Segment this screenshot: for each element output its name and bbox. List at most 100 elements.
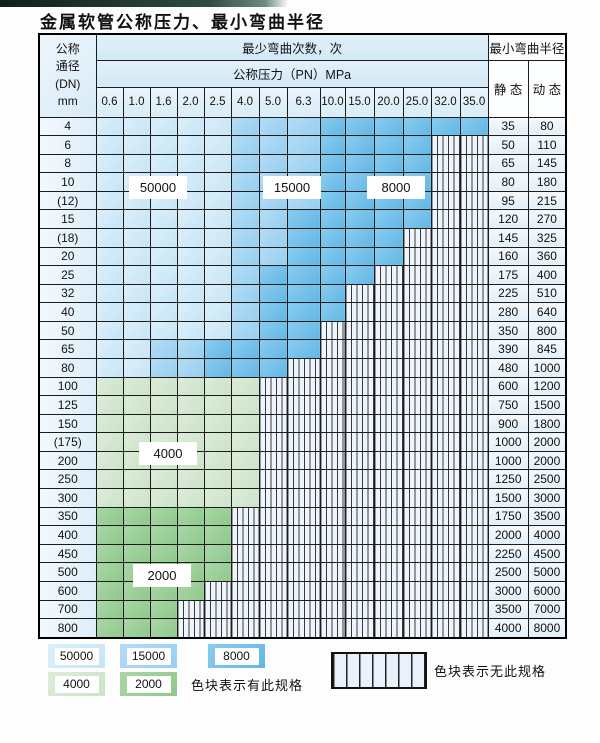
table-row: 40 280 640 [38,302,567,322]
spec-cell [122,320,151,341]
dn-cell: 50 [38,320,97,341]
no-spec-cell [230,506,260,527]
no-spec-cell [344,432,375,452]
table-row: 500 2500 5000 [38,562,567,582]
spec-cell [149,413,178,434]
no-spec-cell [402,246,432,267]
spec-cell [176,358,205,378]
table-row: 350 1750 3500 [38,506,567,527]
dynamic-radius-cell: 4500 [527,543,567,564]
spec-cell [176,265,205,285]
spec-cell [95,116,124,137]
no-spec-cell [258,450,288,471]
no-spec-cell [258,376,288,397]
static-radius-cell: 65 [487,153,529,174]
static-radius-cell: 160 [487,246,529,267]
static-radius-cell: 175 [487,265,529,285]
spec-cell [230,227,260,248]
no-spec-cell [402,469,432,490]
no-spec-cell [430,135,461,155]
no-spec-cell [430,543,461,564]
no-spec-cell [459,153,489,174]
static-radius-cell: 1500 [487,488,529,508]
spec-cell [230,265,260,285]
spec-cell [286,283,321,304]
pressure-col-header: 35.0 [459,86,489,118]
dn-cell: 65 [38,339,97,360]
table-row: 20 160 360 [38,246,567,267]
spec-cell [203,413,232,434]
spec-cell [122,209,151,229]
no-spec-legend-text: 色块表示无此规格 [434,664,547,679]
no-spec-cell [459,506,489,527]
spec-cell [319,246,346,267]
spec-cell [286,209,321,229]
static-radius-cell: 480 [487,358,529,378]
no-spec-cell [344,320,375,341]
no-spec-cell [430,246,461,267]
pressure-col-header: 5.0 [258,86,288,118]
spec-cell [286,339,321,360]
dn-cell: 20 [38,246,97,267]
spec-cell [344,190,375,211]
no-spec-cell [258,562,288,582]
spec-cell [258,209,288,229]
legend-swatch-value: 4000 [54,675,99,693]
spec-cell [176,116,205,137]
no-spec-cell [402,506,432,527]
no-spec-cell [344,506,375,527]
spec-cell [230,283,260,304]
dynamic-radius-cell: 2500 [527,469,567,490]
spec-cell [344,265,375,285]
pressure-col-header: 1.6 [149,86,178,118]
dynamic-radius-cell: 2000 [527,450,567,471]
no-spec-cell [402,302,432,322]
pressure-col-header: 25.0 [402,86,432,118]
bend-cycles-header: 最少弯曲次数，次 [95,33,489,61]
spec-cell [149,283,178,304]
spec-cell [319,190,346,211]
no-spec-cell [459,618,489,639]
region-cycles-label: 15000 [264,177,320,198]
table-row: 4 35 80 [38,116,567,137]
no-spec-cell [319,376,346,397]
no-spec-cell [286,543,321,564]
static-radius-cell: 35 [487,116,529,137]
dynamic-radius-cell: 510 [527,283,567,304]
static-radius-cell: 120 [487,209,529,229]
no-spec-cell [373,506,404,527]
spec-cell [149,246,178,267]
spec-cell [230,376,260,397]
spec-cell [286,135,321,155]
table-row: 65 390 845 [38,339,567,360]
no-spec-cell [230,599,260,620]
spec-cell [258,116,288,137]
no-spec-cell [176,618,205,639]
spec-cell [149,209,178,229]
dn-cell: 700 [38,599,97,620]
pressure-values-row: 0.6 1.0 1.6 2.0 2.5 4.0 5.0 6.3 10.0 15.0 20.0 25.0… [39,86,566,118]
dynamic-radius-cell: 4000 [527,525,567,545]
spec-cell [319,135,346,155]
table-row: 600 3000 6000 [38,580,567,601]
no-spec-cell [230,543,260,564]
no-spec-cell [430,506,461,527]
no-spec-cell [373,265,404,285]
spec-cell [230,488,260,508]
spec-cell [95,543,124,564]
dn-cell: 100 [38,376,97,397]
spec-cell [203,320,232,341]
spec-cell [258,153,288,174]
spec-cell [149,302,178,322]
spec-cell [149,265,178,285]
dn-cell: 4 [38,116,97,137]
dn-cell: 15 [38,209,97,229]
dn-cell: 40 [38,302,97,322]
spec-cell [230,358,260,378]
no-spec-cell [344,376,375,397]
spec-cell [122,599,151,620]
legend-swatch-value: 2000 [126,675,171,693]
dynamic-radius-cell: 1000 [527,358,567,378]
spec-cell [344,135,375,155]
static-radius-cell: 350 [487,320,529,341]
